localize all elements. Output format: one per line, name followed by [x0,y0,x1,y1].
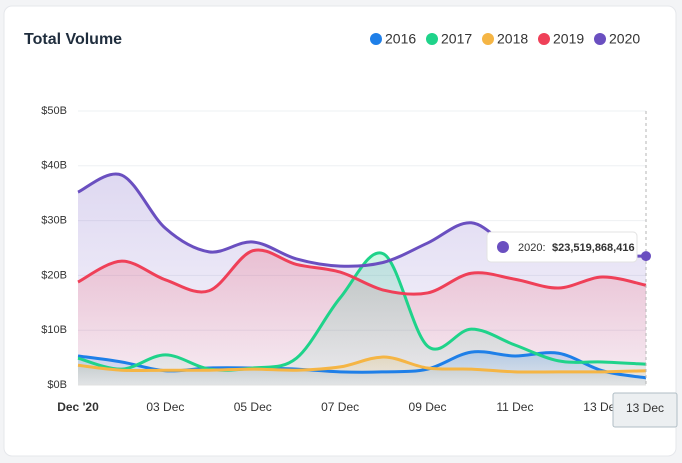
chart-title: Total Volume [24,31,122,48]
legend-label: 2018 [497,31,528,47]
tooltip-value: $23,519,868,416 [552,242,635,254]
hover-marker [641,251,651,262]
x-tick-label: 03 Dec [146,400,184,414]
y-tick-label: $30B [41,215,67,227]
legend-marker [594,33,606,45]
x-tick-label: 05 Dec [234,400,272,414]
legend-marker [482,33,494,45]
x-tick-label: 13 Dec [583,400,621,414]
x-tick-label: Dec '20 [57,400,99,414]
line [77,355,647,374]
legend-label: 2019 [553,31,584,47]
y-tick-label: $50B [41,105,67,117]
area [78,252,646,385]
x-tick-label: 09 Dec [409,400,447,414]
line [77,248,647,296]
legend-label: 2017 [441,31,472,47]
x-tooltip-label: 13 Dec [626,401,664,415]
legend-label: 2016 [385,31,416,47]
tooltip-marker [497,241,509,253]
legend-marker [426,33,438,45]
line [77,251,647,372]
legend-marker [538,33,550,45]
x-tick-label: 07 Dec [321,400,359,414]
x-tick-label: 11 Dec [496,400,533,414]
legend-marker [370,33,382,45]
tooltip-name: 2020: [518,242,546,254]
tooltip-box [486,231,638,263]
area [78,351,646,385]
y-tick-label: $0B [47,379,67,391]
y-tick-label: $40B [41,160,67,172]
legend-label: 2020 [609,31,640,47]
y-tick-label: $20B [41,269,67,281]
x-tooltip-box [612,392,678,428]
y-tick-label: $10B [41,324,67,336]
